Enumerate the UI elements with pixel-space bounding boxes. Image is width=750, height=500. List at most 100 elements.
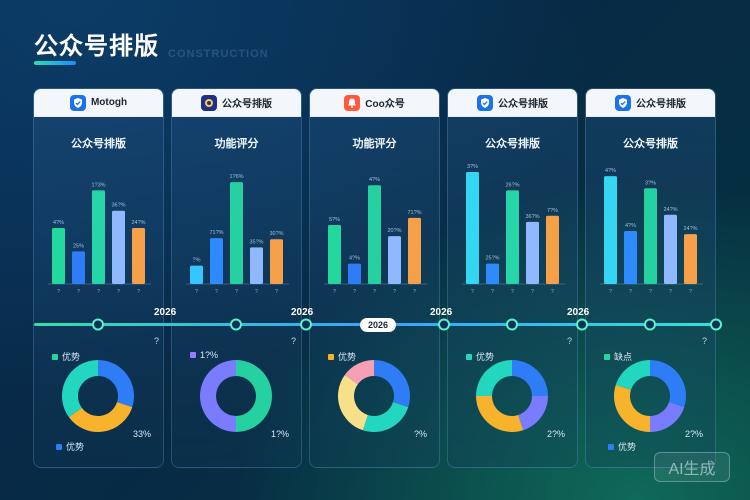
bar-category-label: ? bbox=[689, 289, 692, 295]
bar-value-label: 25% bbox=[73, 243, 84, 249]
timeline-node[interactable] bbox=[576, 318, 588, 331]
donut-slice[interactable] bbox=[650, 360, 686, 408]
chart-bar[interactable] bbox=[624, 231, 637, 284]
bell-icon bbox=[344, 94, 361, 111]
chart-bar[interactable] bbox=[506, 190, 519, 284]
donut-percent-label: ?% bbox=[413, 429, 427, 439]
chart-bar[interactable] bbox=[72, 251, 85, 284]
donut-slice[interactable] bbox=[68, 402, 133, 432]
chart-bar[interactable] bbox=[328, 224, 341, 284]
platform-card[interactable]: Coo众号 功能评分 5?%? 4?%? 4?%? 20?%? 71?%? 优势?% bbox=[309, 88, 440, 468]
chart-bar[interactable] bbox=[466, 172, 479, 284]
chart-bar[interactable] bbox=[526, 221, 539, 284]
bar-category-label: ? bbox=[97, 289, 100, 295]
chart-bar[interactable] bbox=[250, 247, 263, 284]
donut-section: 优势 2?% bbox=[448, 346, 577, 467]
platform-card[interactable]: 公众号排版 公众号排版 3?%? 25?%? 26?%? 36?%? 7?%? 优势 2?% bbox=[447, 88, 578, 468]
donut-slice[interactable] bbox=[236, 360, 272, 432]
donut-slice[interactable] bbox=[518, 396, 548, 431]
bar-category-label: ? bbox=[511, 289, 514, 295]
donut-slice[interactable] bbox=[338, 374, 368, 431]
donut-slice[interactable] bbox=[615, 360, 650, 390]
timeline-node[interactable] bbox=[710, 318, 722, 331]
card-brand-name: Motogh bbox=[90, 97, 128, 108]
legend-top-label: 优势 bbox=[476, 352, 495, 362]
platform-card[interactable]: 公众号排版 公众号排版 4?%? 4?%? 3?%? 24?%? 24?%? 缺点 2?% 优势 bbox=[585, 88, 716, 468]
bar-category-label: ? bbox=[413, 289, 416, 295]
timeline-node[interactable] bbox=[92, 318, 104, 331]
chart-bar[interactable] bbox=[190, 265, 203, 284]
bar-category-label: ? bbox=[629, 289, 632, 295]
chart-bar[interactable] bbox=[52, 228, 65, 284]
chart-bar[interactable] bbox=[348, 263, 361, 284]
timeline-node[interactable] bbox=[506, 318, 518, 331]
shield-icon bbox=[477, 94, 493, 111]
platform-card[interactable]: Motogh 公众号排版 4?%? 25%? 1?3%? 36?%? 24?%? 优势 33% 优… bbox=[33, 88, 164, 468]
timeline-node[interactable] bbox=[644, 318, 656, 331]
bar-chart-svg: ?%? 71?%? 1?6%? 35?%? 30?%? bbox=[186, 174, 289, 295]
chart-bar[interactable] bbox=[486, 263, 499, 284]
bar-chart-svg: 3?%? 25?%? 26?%? 36?%? 7?%? bbox=[462, 164, 565, 295]
timeline-year: 2026 bbox=[291, 307, 314, 318]
donut-slice[interactable] bbox=[62, 360, 98, 418]
bar-category-label: ? bbox=[373, 289, 376, 295]
timeline-year: 2026 bbox=[154, 307, 177, 318]
chart-bar[interactable] bbox=[230, 182, 243, 284]
donut-chart bbox=[476, 360, 548, 432]
donut-section: 1?% 1?% bbox=[172, 346, 301, 467]
chart-bar[interactable] bbox=[210, 238, 223, 284]
donut-slice[interactable] bbox=[512, 360, 548, 396]
chart-bar[interactable] bbox=[112, 210, 125, 284]
chart-bar[interactable] bbox=[388, 236, 401, 284]
legend-top-label: 1?% bbox=[200, 350, 219, 360]
donut-slice[interactable] bbox=[476, 396, 524, 432]
timeline-node[interactable] bbox=[300, 318, 312, 331]
bar-chart: 4?%? 4?%? 3?%? 24?%? 24?%? bbox=[596, 159, 707, 304]
donut-slice[interactable] bbox=[344, 360, 374, 385]
bar-category-label: ? bbox=[235, 289, 238, 295]
donut-slice[interactable] bbox=[200, 360, 236, 432]
legend-bottom-label: 优势 bbox=[618, 442, 637, 452]
chart-bar[interactable] bbox=[684, 234, 697, 284]
bar-value-label: 3?% bbox=[467, 164, 478, 170]
bar-value-label: 5?% bbox=[329, 217, 340, 223]
chart-bar[interactable] bbox=[92, 190, 105, 284]
legend-top-label: 缺点 bbox=[614, 352, 633, 362]
chart-bar[interactable] bbox=[368, 185, 381, 284]
bar-category-label: ? bbox=[137, 289, 140, 295]
donut-slice[interactable] bbox=[98, 360, 134, 408]
app-icon bbox=[201, 94, 217, 111]
donut-percent-label: 33% bbox=[132, 429, 151, 439]
chart-bar[interactable] bbox=[644, 188, 657, 284]
page-title: 公众号排版 bbox=[34, 33, 159, 60]
donut-percent-label: 2?% bbox=[546, 429, 565, 439]
donut-slice[interactable] bbox=[476, 360, 512, 396]
donut-slice[interactable] bbox=[650, 402, 685, 432]
timeline-node[interactable] bbox=[438, 318, 450, 331]
donut-slice[interactable] bbox=[614, 384, 650, 432]
bar-value-label: 24?% bbox=[131, 220, 145, 226]
chart-bar[interactable] bbox=[270, 239, 283, 284]
donut-slice[interactable] bbox=[362, 402, 409, 432]
bar-category-label: ? bbox=[117, 289, 120, 295]
donut-slice[interactable] bbox=[374, 360, 410, 408]
chart-bar[interactable] bbox=[408, 217, 421, 284]
timeline-label: ? bbox=[291, 336, 297, 346]
legend-swatch bbox=[190, 352, 196, 358]
chart-bar[interactable] bbox=[132, 228, 145, 284]
timeline-year-active[interactable]: 2026 bbox=[360, 318, 397, 332]
chart-bar[interactable] bbox=[604, 176, 617, 284]
card-header: Motogh bbox=[34, 89, 163, 117]
timeline-label: ? bbox=[702, 336, 708, 346]
platform-card[interactable]: 公众号排版 功能评分?%? 71?%? 1?6%? 35?%? 30?%? 1?% 1?% bbox=[171, 88, 302, 468]
timeline-node[interactable] bbox=[230, 318, 242, 331]
card-brand-name: 公众号排版 bbox=[636, 99, 686, 110]
legend-top: 缺点 bbox=[604, 350, 632, 363]
chart-bar[interactable] bbox=[664, 214, 677, 284]
bar-category-label: ? bbox=[649, 289, 652, 295]
bar-value-label: 26?% bbox=[505, 182, 519, 188]
bar-value-label: 24?% bbox=[663, 207, 677, 213]
donut-percent-label: 2?% bbox=[684, 429, 703, 439]
chart-bar[interactable] bbox=[546, 215, 559, 284]
bar-chart-svg: 4?%? 4?%? 3?%? 24?%? 24?%? bbox=[600, 168, 703, 295]
